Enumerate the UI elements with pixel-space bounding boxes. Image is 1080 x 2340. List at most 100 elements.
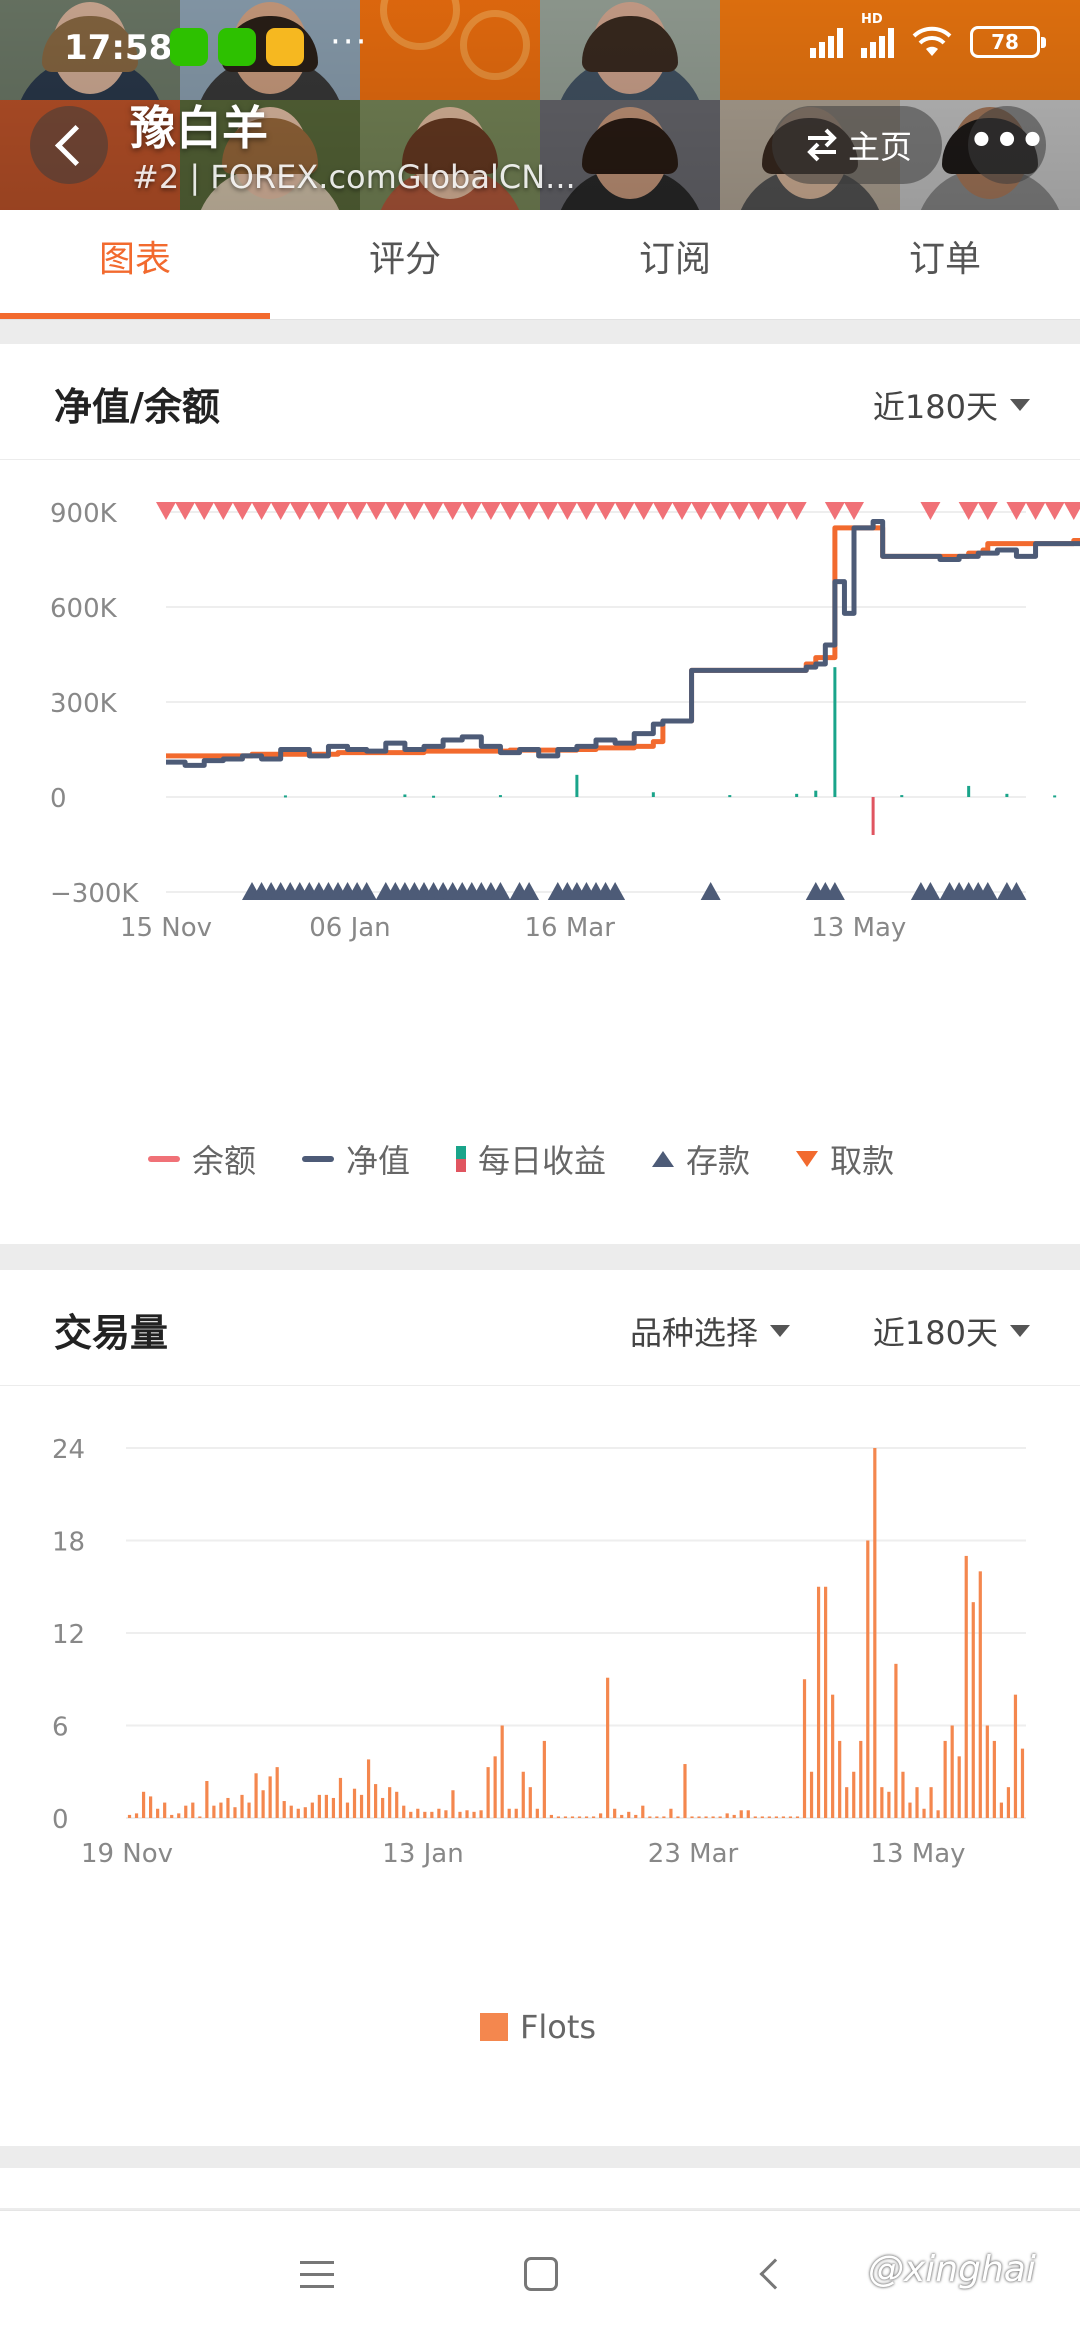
volume-bar [662, 1816, 666, 1818]
symbol-filter-dropdown[interactable]: 品种选择 [630, 1308, 791, 1354]
volume-bar [767, 1816, 771, 1818]
legend-label: 每日收益 [478, 1142, 607, 1180]
volume-bar [563, 1816, 568, 1818]
volume-bar [901, 1771, 905, 1818]
legend-withdraw[interactable]: 取款 [796, 1136, 894, 1182]
trader-subtitle: #2 | FOREX.comGlobalCN... [132, 158, 576, 196]
volume-bar [795, 1816, 800, 1818]
volume-bar [880, 1787, 884, 1818]
volume-bar [444, 1810, 448, 1818]
avatar-photo [540, 100, 720, 210]
daily-profit-bar [871, 797, 875, 835]
volume-bar [177, 1813, 181, 1818]
volume-bar [732, 1814, 736, 1818]
x-tick-label: 13 May [870, 1839, 965, 1869]
volume-bar [458, 1811, 462, 1818]
withdraw-marker [423, 502, 444, 520]
volume-bar [184, 1805, 188, 1818]
volume-bar [268, 1776, 272, 1818]
volume-card: 交易量 品种选择 近180天 24 18 12 6 0 19 Nov 13 Jan 23 Ma… [0, 1270, 1080, 2146]
withdraw-marker [442, 502, 463, 520]
volume-bar [465, 1810, 469, 1818]
more-button[interactable]: ••• [968, 106, 1046, 184]
withdraw-marker [824, 502, 845, 520]
daily-profit-bar [967, 785, 971, 797]
volume-bar [254, 1773, 258, 1818]
withdraw-marker [691, 502, 712, 520]
volume-bar [711, 1816, 715, 1818]
volume-bar [388, 1787, 392, 1818]
back-nav-button[interactable] [759, 2258, 791, 2290]
withdraw-marker [652, 502, 673, 520]
tab-chart[interactable]: 图表 [0, 210, 270, 319]
volume-bar [873, 1448, 877, 1818]
back-button[interactable] [30, 106, 108, 184]
recent-apps-button[interactable] [300, 2261, 334, 2297]
volume-bar [655, 1816, 659, 1818]
withdraw-marker [614, 502, 635, 520]
withdraw-marker [557, 502, 578, 520]
withdraw-marker [213, 502, 234, 520]
swap-icon [807, 128, 837, 162]
withdraw-marker [500, 502, 520, 520]
legend-label: 余额 [192, 1142, 257, 1180]
volume-bar [788, 1816, 793, 1818]
home-nav-button[interactable] [524, 2257, 558, 2291]
daily-profit-bar [651, 792, 655, 797]
profile-header: 17:58 ··· HD 78 豫白羊 #2 | FOREX.comGlobal… [0, 0, 1080, 210]
volume-bar [915, 1787, 919, 1818]
tab-subscribe[interactable]: 订阅 [638, 239, 711, 280]
y-tick-label: −300K [50, 879, 139, 909]
volume-bar [416, 1808, 420, 1818]
volume-bar [205, 1781, 209, 1818]
volume-bar [331, 1797, 336, 1818]
withdraw-marker [786, 502, 807, 520]
tab-bar: 图表 评分 订阅 订单 [0, 210, 1080, 320]
x-tick-label: 13 Jan [382, 1839, 463, 1869]
tab-rating[interactable]: 评分 [368, 239, 441, 280]
volume-bar [127, 1814, 132, 1818]
legend-daily-profit[interactable]: 每日收益 [456, 1136, 606, 1182]
deposit-marker [1006, 882, 1027, 900]
tab-orders[interactable]: 订单 [908, 239, 981, 280]
y-tick-label: 24 [52, 1435, 85, 1465]
legend-equity[interactable]: 净值 [302, 1136, 410, 1182]
withdraw-marker [595, 502, 616, 520]
card-title: 净值/余额 [54, 385, 220, 429]
legend-flots[interactable]: Flots [480, 2008, 596, 2046]
volume-bar [338, 1777, 343, 1818]
daily-profit-bar [575, 774, 579, 797]
legend-label: 取款 [830, 1142, 895, 1180]
volume-bar [345, 1802, 350, 1818]
period-label: 近180天 [872, 388, 998, 426]
period-dropdown[interactable]: 近180天 [873, 1308, 1030, 1354]
volume-bar [233, 1807, 237, 1818]
volume-bar [816, 1586, 821, 1818]
legend-swatch [480, 2013, 508, 2041]
volume-bar [641, 1805, 645, 1818]
period-label: 近180天 [872, 1314, 998, 1352]
card-header: 交易量 品种选择 近180天 [0, 1270, 1080, 1386]
y-tick-label: 18 [52, 1528, 85, 1558]
legend-deposit[interactable]: 存款 [652, 1136, 750, 1182]
symbol-filter-label: 品种选择 [630, 1314, 759, 1352]
withdraw-marker [519, 502, 540, 520]
caret-down-icon [1010, 399, 1030, 411]
period-dropdown[interactable]: 近180天 [873, 382, 1030, 428]
volume-bar [402, 1805, 406, 1818]
volume-bar [971, 1602, 975, 1818]
y-tick-label: 300K [50, 689, 118, 719]
legend-label: 净值 [346, 1142, 411, 1180]
x-tick-label: 16 Mar [525, 913, 616, 943]
volume-bar [366, 1759, 371, 1818]
deposit-marker [519, 882, 540, 900]
next-card [0, 2168, 1080, 2208]
legend-balance[interactable]: 余额 [148, 1136, 256, 1182]
withdraw-marker [1063, 502, 1080, 520]
volume-bar [599, 1813, 603, 1818]
network-label: HD [861, 12, 883, 27]
home-button[interactable]: 主页 [772, 106, 942, 184]
volume-bar [613, 1808, 617, 1818]
withdraw-marker [156, 502, 176, 520]
volume-bar [212, 1805, 216, 1818]
